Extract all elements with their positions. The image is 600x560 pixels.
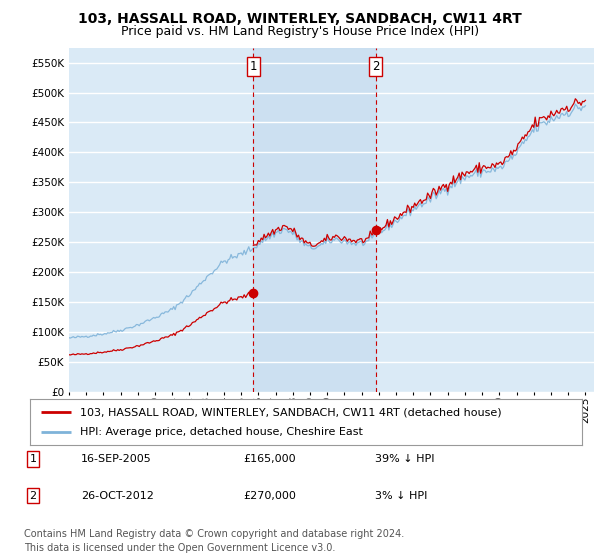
Text: Price paid vs. HM Land Registry's House Price Index (HPI): Price paid vs. HM Land Registry's House … — [121, 25, 479, 38]
Text: 1: 1 — [29, 454, 37, 464]
Text: 2: 2 — [29, 491, 37, 501]
Text: 16-SEP-2005: 16-SEP-2005 — [81, 454, 152, 464]
Text: 3% ↓ HPI: 3% ↓ HPI — [375, 491, 427, 501]
Bar — [253, 48, 376, 392]
Text: Contains HM Land Registry data © Crown copyright and database right 2024.
This d: Contains HM Land Registry data © Crown c… — [24, 529, 404, 553]
Text: 26-OCT-2012: 26-OCT-2012 — [81, 491, 154, 501]
Text: 103, HASSALL ROAD, WINTERLEY, SANDBACH, CW11 4RT: 103, HASSALL ROAD, WINTERLEY, SANDBACH, … — [78, 12, 522, 26]
Text: 1: 1 — [250, 60, 257, 73]
Text: 39% ↓ HPI: 39% ↓ HPI — [375, 454, 434, 464]
Text: 2: 2 — [372, 60, 379, 73]
Text: £270,000: £270,000 — [243, 491, 296, 501]
Text: HPI: Average price, detached house, Cheshire East: HPI: Average price, detached house, Ches… — [80, 427, 362, 437]
Text: £165,000: £165,000 — [243, 454, 296, 464]
Text: 103, HASSALL ROAD, WINTERLEY, SANDBACH, CW11 4RT (detached house): 103, HASSALL ROAD, WINTERLEY, SANDBACH, … — [80, 407, 502, 417]
